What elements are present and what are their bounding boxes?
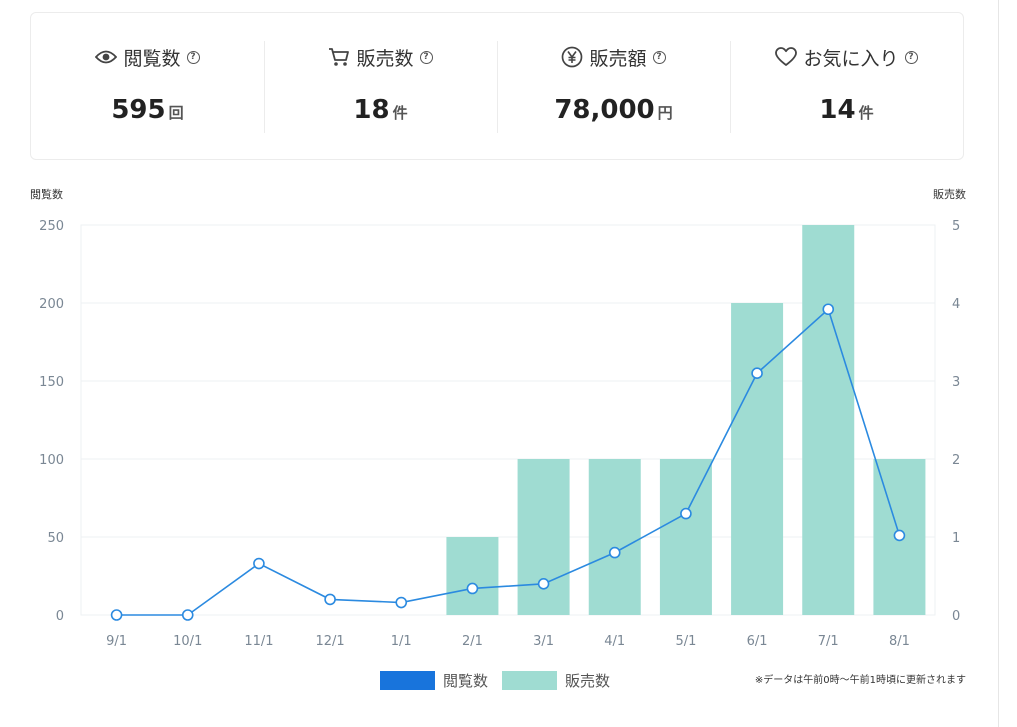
stat-views: 閲覧数 ? 595 回 [31, 13, 264, 159]
x-tick: 9/1 [106, 634, 127, 649]
y-tick-left: 200 [39, 297, 64, 312]
help-icon[interactable]: ? [904, 50, 918, 64]
point-views[interactable] [110, 609, 123, 621]
point-views[interactable] [608, 546, 621, 559]
help-icon[interactable]: ? [186, 50, 200, 64]
y-axis-title-right: 販売数 [933, 188, 966, 201]
eye-icon [95, 50, 118, 64]
y-tick-left: 50 [47, 531, 64, 546]
chart-legend: 閲覧数 販売数 [380, 670, 624, 691]
point-views[interactable] [253, 557, 265, 570]
x-tick: 8/1 [889, 634, 910, 649]
stat-sales-label: 販売数 [356, 47, 414, 70]
stat-views-label: 閲覧数 [123, 47, 181, 70]
x-tick: 3/1 [533, 634, 554, 649]
point-views[interactable] [680, 507, 692, 520]
bar-sales[interactable] [446, 537, 499, 615]
help-icon[interactable]: ? [419, 50, 433, 64]
stat-revenue-unit: 円 [657, 104, 673, 122]
point-views[interactable] [822, 303, 835, 316]
stat-revenue-label: 販売額 [589, 47, 647, 70]
y-tick-right: 1 [952, 531, 960, 546]
stat-sales: 販売数 ? 18 件 [264, 13, 497, 159]
legend-label-sales: 販売数 [565, 672, 611, 690]
y-tick-left: 0 [56, 609, 64, 624]
heart-icon [775, 47, 798, 66]
point-views[interactable] [181, 609, 194, 621]
x-tick: 10/1 [173, 634, 202, 649]
update-footnote: ※データは午前0時〜午前1時頃に更新されます [754, 675, 966, 686]
x-tick: 4/1 [604, 634, 625, 649]
stat-favorites: お気に入り ? 14 件 [730, 13, 963, 159]
point-views[interactable] [893, 529, 906, 542]
point-views[interactable] [324, 593, 336, 606]
bar-sales[interactable] [802, 225, 855, 615]
stat-revenue: 販売額 ? 78,000 円 [497, 13, 730, 159]
y-tick-right: 5 [952, 219, 960, 234]
x-tick: 1/1 [391, 634, 412, 649]
x-tick: 6/1 [747, 634, 768, 649]
x-tick: 5/1 [675, 634, 696, 649]
x-tick: 2/1 [462, 634, 483, 649]
y-tick-right: 3 [952, 375, 960, 390]
x-tick: 7/1 [818, 634, 839, 649]
y-tick-left: 150 [39, 375, 64, 390]
x-tick: 12/1 [315, 634, 344, 649]
point-views[interactable] [537, 577, 550, 590]
y-tick-right: 2 [952, 453, 960, 468]
bar-sales[interactable] [731, 303, 784, 615]
y-tick-right: 0 [952, 609, 960, 624]
y-tick-left: 100 [39, 453, 64, 468]
legend-swatch-sales [502, 671, 558, 690]
legend-item-sales[interactable]: 販売数 [502, 670, 610, 691]
stat-sales-unit: 件 [392, 104, 408, 122]
cart-icon [329, 48, 350, 66]
legend-swatch-views [380, 671, 435, 690]
stat-sales-value: 18 [353, 95, 390, 125]
y-tick-left: 250 [39, 219, 64, 234]
legend-label-views: 閲覧数 [443, 672, 489, 690]
stats-card: 閲覧数 ? 595 回 販売数 ? 18 件 販売 [30, 12, 964, 160]
combo-chart: 0 50 100 150 200 250 0 1 2 3 4 5 9/1 10/1 11/1 12/1 1/1 2… [39, 219, 960, 649]
page-divider [998, 0, 999, 727]
help-icon[interactable]: ? [652, 50, 666, 64]
y-axis-title-left: 閲覧数 [30, 188, 63, 201]
y-tick-right: 4 [952, 297, 960, 312]
line-views [116, 307, 901, 616]
stat-revenue-value: 78,000 [554, 95, 655, 125]
legend-item-views[interactable]: 閲覧数 [380, 670, 488, 691]
stat-views-unit: 回 [168, 104, 184, 122]
stat-views-value: 595 [111, 95, 166, 125]
bar-sales[interactable] [659, 459, 712, 615]
stat-favorites-value: 14 [819, 95, 856, 125]
bar-sales[interactable] [588, 459, 641, 615]
bar-sales[interactable] [517, 459, 570, 615]
point-views[interactable] [395, 596, 408, 609]
stat-favorites-label: お気に入り [803, 47, 899, 70]
x-tick: 11/1 [244, 634, 273, 649]
point-views[interactable] [751, 367, 763, 379]
stat-favorites-unit: 件 [858, 104, 874, 122]
yen-icon [562, 46, 583, 68]
point-views[interactable] [466, 582, 479, 595]
